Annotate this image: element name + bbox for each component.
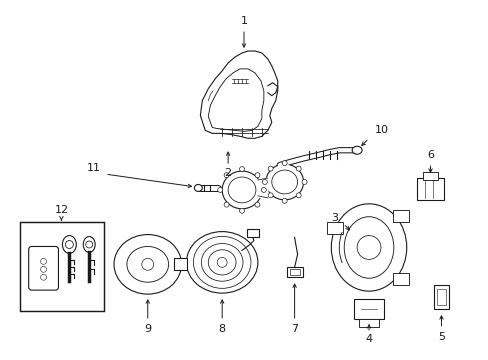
Circle shape <box>282 161 286 166</box>
Circle shape <box>296 193 301 198</box>
Circle shape <box>254 202 260 207</box>
Text: 7: 7 <box>290 324 298 334</box>
Bar <box>20 222 104 311</box>
Bar <box>353 299 383 319</box>
Bar <box>436 289 446 305</box>
Circle shape <box>239 167 244 172</box>
Ellipse shape <box>127 247 168 282</box>
Circle shape <box>296 166 301 171</box>
Circle shape <box>239 208 244 213</box>
Text: 11: 11 <box>87 163 101 173</box>
Bar <box>289 269 299 275</box>
Bar <box>422 172 438 180</box>
Circle shape <box>267 166 273 171</box>
Text: 3: 3 <box>330 213 337 223</box>
Polygon shape <box>200 51 277 138</box>
Bar <box>326 222 343 234</box>
Circle shape <box>217 257 226 267</box>
Text: 2: 2 <box>224 168 231 178</box>
Bar <box>173 258 187 270</box>
Ellipse shape <box>186 231 257 293</box>
Circle shape <box>262 180 267 184</box>
Bar <box>392 273 408 285</box>
Ellipse shape <box>331 204 406 291</box>
Circle shape <box>217 188 222 192</box>
Circle shape <box>261 188 266 192</box>
Bar <box>416 178 444 200</box>
Polygon shape <box>257 178 267 198</box>
Bar <box>392 210 408 222</box>
Ellipse shape <box>351 146 361 154</box>
Text: 4: 4 <box>365 334 372 344</box>
Ellipse shape <box>265 164 303 200</box>
Ellipse shape <box>62 235 76 253</box>
Circle shape <box>267 193 273 198</box>
Circle shape <box>224 202 228 207</box>
Bar <box>286 267 302 277</box>
Ellipse shape <box>194 184 202 192</box>
Ellipse shape <box>222 171 262 209</box>
Bar <box>358 319 378 327</box>
Circle shape <box>142 258 153 270</box>
Circle shape <box>302 180 306 184</box>
Ellipse shape <box>344 217 393 278</box>
Circle shape <box>254 173 260 178</box>
Ellipse shape <box>114 235 181 294</box>
Text: 10: 10 <box>374 125 388 135</box>
Ellipse shape <box>83 237 95 252</box>
Text: 5: 5 <box>437 332 444 342</box>
Text: 6: 6 <box>426 150 433 160</box>
FancyBboxPatch shape <box>29 247 59 290</box>
Circle shape <box>85 241 93 248</box>
Circle shape <box>65 240 73 248</box>
Text: 9: 9 <box>144 324 151 334</box>
Text: 12: 12 <box>54 205 68 215</box>
Circle shape <box>282 198 286 203</box>
Text: 8: 8 <box>218 324 225 334</box>
Circle shape <box>356 235 380 260</box>
Bar <box>433 285 448 309</box>
Circle shape <box>224 173 228 178</box>
Bar <box>246 229 258 237</box>
Text: 1: 1 <box>240 16 247 26</box>
